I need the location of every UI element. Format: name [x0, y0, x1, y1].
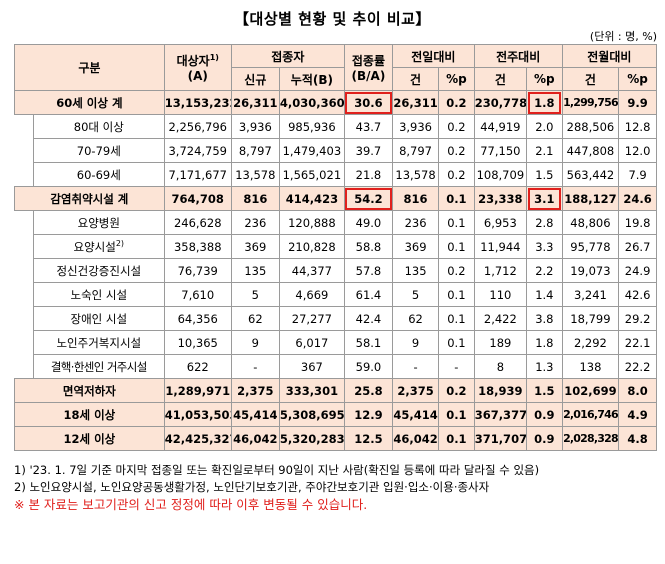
table-row: 80대 이상 2,256,796 3,936 985,936 43.7 3,93… [14, 114, 657, 187]
table-title: 【대상별 현황 및 추이 비교】 [234, 10, 431, 28]
table-row: 60세 이상 계 13,153,232 26,311 4,030,360 30.… [14, 90, 657, 115]
vaccination-table: 구분 대상자1) (A) 접종자 접종률 (B/A) 전일대비 전주대비 전월대비 … [14, 44, 658, 451]
table-row: 결핵·한센인 거주시설 622 - 367 59.0 - - 8 1.3 138… [15, 354, 657, 379]
row-name: 18세 이상 [14, 402, 165, 427]
week-pp-highlight: 3.1 [526, 186, 563, 211]
header-target: 대상자1) (A) [163, 44, 232, 91]
row-name: 노숙인 시설 [32, 282, 165, 307]
header-category: 구분 [14, 44, 165, 91]
header-prev-week: 전주대비 [473, 44, 563, 68]
header-day-count: 건 [392, 67, 440, 91]
row-name: 면역저하자 [14, 378, 165, 403]
header-prev-month: 전월대비 [561, 44, 658, 68]
header-prev-day: 전일대비 [392, 44, 475, 68]
footnote-2: 2) 노인요양시설, 노인요양공동생활가정, 노인단기보호기관, 주야간보호기관… [14, 480, 490, 494]
rate-highlight: 30.6 [343, 90, 394, 115]
row-name: 감염취약시설 계 [14, 186, 165, 211]
table-row: 노인주거복지시설 10,365 9 6,017 58.1 9 0.1 189 1… [15, 330, 657, 355]
header-month-count: 건 [561, 67, 620, 91]
table-row: 감염취약시설 계 764,708 816 414,423 54.2 816 0.… [14, 186, 657, 211]
header-rate: 접종률 (B/A) [343, 44, 394, 91]
table-row: 장애인 시설 64,356 62 27,277 42.4 62 0.1 2,42… [15, 306, 657, 331]
table-row: 정신건강증진시설 76,739 135 44,377 57.8 135 0.2 … [15, 258, 657, 283]
row-name: 12세 이상 [14, 426, 165, 451]
row-name: 결핵·한센인 거주시설 [32, 354, 165, 379]
row-indent [14, 210, 34, 379]
footnotes: 1) '23. 1. 7일 기준 마지막 접종일 또는 확진일로부터 90일이 … [14, 462, 659, 513]
row-name: 노인주거복지시설 [32, 330, 165, 355]
rate-highlight: 54.2 [343, 186, 394, 211]
row-name: 60세 이상 계 [14, 90, 165, 115]
header-week-count: 건 [473, 67, 528, 91]
header-week-pp: %p [526, 67, 563, 91]
table-row: 요양시설2) 358,388 369 210,828 58.8 369 0.1 … [15, 234, 657, 259]
row-name: 요양병원 [32, 210, 165, 235]
table-row: 면역저하자 1,289,971 2,375 333,301 25.8 2,375… [14, 378, 657, 403]
table-row: 요양병원 246,628 236 120,888 49.0 236 0.1 6,… [14, 210, 657, 379]
table-row: 70-79세 3,724,759 8,797 1,479,403 39.7 8,… [15, 138, 657, 163]
table-row: 60-69세 7,171,677 13,578 1,565,021 21.8 1… [15, 162, 657, 187]
header-cumulative: 누적(B) [278, 67, 345, 91]
header-day-pp: %p [438, 67, 475, 91]
header-vaccinated: 접종자 [230, 44, 345, 68]
row-name: 요양시설2) [32, 234, 165, 259]
row-name: 80대 이상 [32, 114, 165, 139]
table-row: 18세 이상 41,053,503 45,414 5,308,695 12.9 … [14, 402, 657, 427]
header-month-pp: %p [618, 67, 657, 91]
warning-note: ※ 본 자료는 보고기관의 신고 정정에 따라 이후 변동될 수 있습니다. [14, 497, 368, 512]
row-name: 70-79세 [32, 138, 165, 163]
unit-label: (단위 : 명, %) [589, 30, 657, 43]
row-indent [14, 114, 34, 187]
table-row: 12세 이상 42,425,327 46,042 5,320,283 12.5 … [14, 426, 657, 451]
footnote-1: 1) '23. 1. 7일 기준 마지막 접종일 또는 확진일로부터 90일이 … [14, 463, 540, 477]
row-name: 장애인 시설 [32, 306, 165, 331]
table-row: 노숙인 시설 7,610 5 4,669 61.4 5 0.1 110 1.4 … [15, 282, 657, 307]
row-name: 60-69세 [32, 162, 165, 187]
row-name: 정신건강증진시설 [32, 258, 165, 283]
header-new: 신규 [230, 67, 280, 91]
week-pp-highlight: 1.8 [526, 90, 563, 115]
